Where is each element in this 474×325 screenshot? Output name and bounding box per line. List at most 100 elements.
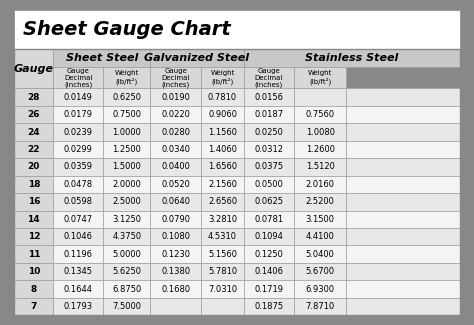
- Bar: [346, 263, 460, 280]
- Bar: [201, 158, 244, 176]
- Text: 4.5310: 4.5310: [208, 232, 237, 241]
- Bar: [346, 106, 460, 124]
- Text: 0.0478: 0.0478: [64, 180, 93, 189]
- Bar: [244, 88, 294, 106]
- Text: 0.9060: 0.9060: [208, 110, 237, 119]
- Bar: [14, 298, 54, 315]
- Bar: [150, 124, 201, 141]
- Bar: [54, 49, 150, 67]
- Bar: [244, 67, 294, 88]
- Text: 16: 16: [27, 197, 40, 206]
- Text: Gauge
Decimal
(inches): Gauge Decimal (inches): [162, 68, 190, 88]
- Bar: [294, 280, 346, 298]
- Bar: [150, 245, 201, 263]
- Bar: [14, 158, 54, 176]
- Text: 0.7500: 0.7500: [112, 110, 141, 119]
- Bar: [103, 88, 150, 106]
- Bar: [14, 280, 54, 298]
- Bar: [346, 228, 460, 245]
- Bar: [201, 67, 244, 88]
- Bar: [103, 141, 150, 158]
- Bar: [150, 298, 201, 315]
- Bar: [244, 263, 294, 280]
- Text: Gauge
Decimal
(inches): Gauge Decimal (inches): [64, 68, 92, 88]
- Bar: [103, 193, 150, 211]
- Bar: [201, 193, 244, 211]
- Bar: [14, 228, 54, 245]
- Bar: [294, 263, 346, 280]
- Bar: [346, 124, 460, 141]
- Text: 0.0400: 0.0400: [161, 162, 190, 172]
- Bar: [244, 176, 294, 193]
- Text: 2.0000: 2.0000: [112, 180, 141, 189]
- Text: 6.9300: 6.9300: [306, 285, 335, 293]
- Bar: [150, 228, 201, 245]
- Text: 0.1094: 0.1094: [255, 232, 283, 241]
- Bar: [14, 245, 54, 263]
- Bar: [244, 211, 294, 228]
- Text: 0.0598: 0.0598: [64, 197, 93, 206]
- Text: 7.8710: 7.8710: [305, 302, 335, 311]
- Bar: [244, 124, 294, 141]
- Text: 0.0781: 0.0781: [254, 215, 283, 224]
- Bar: [244, 193, 294, 211]
- Text: 7: 7: [31, 302, 37, 311]
- Bar: [244, 245, 294, 263]
- Text: 0.0790: 0.0790: [161, 215, 190, 224]
- Bar: [14, 88, 54, 106]
- Bar: [294, 176, 346, 193]
- Text: 1.2500: 1.2500: [112, 145, 141, 154]
- Text: 0.0500: 0.0500: [255, 180, 283, 189]
- Text: 0.1875: 0.1875: [254, 302, 283, 311]
- Bar: [294, 88, 346, 106]
- Text: 5.6700: 5.6700: [306, 267, 335, 276]
- Bar: [201, 211, 244, 228]
- Bar: [54, 158, 103, 176]
- Bar: [244, 280, 294, 298]
- Bar: [294, 245, 346, 263]
- Text: 0.0250: 0.0250: [255, 128, 283, 136]
- Bar: [150, 280, 201, 298]
- Bar: [14, 106, 54, 124]
- Text: 5.6250: 5.6250: [112, 267, 141, 276]
- Text: Stainless Steel: Stainless Steel: [305, 53, 399, 63]
- Text: Sheet Gauge Chart: Sheet Gauge Chart: [23, 20, 231, 39]
- Bar: [201, 228, 244, 245]
- Bar: [103, 263, 150, 280]
- Bar: [201, 176, 244, 193]
- Text: Sheet Steel: Sheet Steel: [65, 53, 138, 63]
- Bar: [14, 263, 54, 280]
- Text: 0.0239: 0.0239: [64, 128, 93, 136]
- Bar: [346, 280, 460, 298]
- Bar: [244, 298, 294, 315]
- Bar: [54, 228, 103, 245]
- Text: 0.1793: 0.1793: [64, 302, 93, 311]
- Text: 0.0299: 0.0299: [64, 145, 93, 154]
- Text: 0.7560: 0.7560: [306, 110, 335, 119]
- Bar: [346, 211, 460, 228]
- Text: 0.0280: 0.0280: [161, 128, 190, 136]
- Bar: [14, 176, 54, 193]
- Bar: [54, 263, 103, 280]
- Text: 2.1560: 2.1560: [208, 180, 237, 189]
- Text: 0.1250: 0.1250: [255, 250, 283, 259]
- Text: 28: 28: [27, 93, 40, 102]
- Text: 0.1080: 0.1080: [161, 232, 190, 241]
- Bar: [14, 49, 460, 315]
- Bar: [54, 193, 103, 211]
- Bar: [150, 88, 201, 106]
- Bar: [346, 158, 460, 176]
- Bar: [294, 228, 346, 245]
- Text: 2.5000: 2.5000: [112, 197, 141, 206]
- Text: 1.6560: 1.6560: [208, 162, 237, 172]
- Text: 0.1380: 0.1380: [161, 267, 190, 276]
- Text: 4.4100: 4.4100: [306, 232, 335, 241]
- Text: 2.5200: 2.5200: [306, 197, 335, 206]
- Text: 0.1046: 0.1046: [64, 232, 93, 241]
- Bar: [103, 211, 150, 228]
- Bar: [201, 106, 244, 124]
- Bar: [244, 158, 294, 176]
- Text: 4.3750: 4.3750: [112, 232, 141, 241]
- Bar: [54, 245, 103, 263]
- Text: 1.1560: 1.1560: [208, 128, 237, 136]
